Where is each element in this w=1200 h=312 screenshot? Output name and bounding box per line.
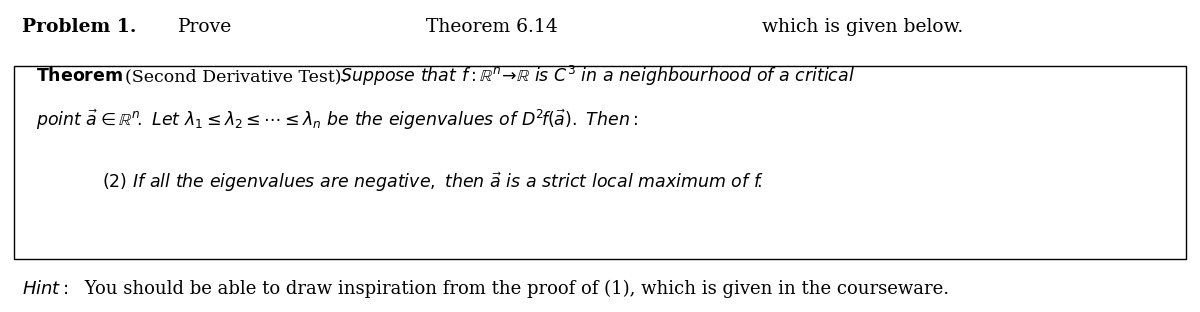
Text: which is given below.: which is given below. — [762, 17, 964, 36]
Text: Problem 1.: Problem 1. — [22, 17, 136, 36]
Text: $\it{(2)\ If\ all\ the\ eigenvalues\ are\ negative,\ then}\ \vec{a}\ \it{is\ a\ : $\it{(2)\ If\ all\ the\ eigenvalues\ are… — [102, 171, 763, 194]
Text: $\it{Suppose\ that}\ f:\mathbb{R}^n \!\to\! \mathbb{R}\ \it{is}\ C^3\ \it{in\ a\: $\it{Suppose\ that}\ f:\mathbb{R}^n \!\t… — [340, 64, 854, 89]
Text: (Second Derivative Test).: (Second Derivative Test). — [125, 68, 347, 85]
Text: Prove: Prove — [178, 17, 232, 36]
Text: $\it{point}\ \vec{a} \in \mathbb{R}^n\!\it{.\ Let}\ \lambda_1 \leq \lambda_2 \le: $\it{point}\ \vec{a} \in \mathbb{R}^n\!\… — [36, 108, 638, 132]
Text: $\mathbf{\it{Hint:}}$: $\mathbf{\it{Hint:}}$ — [22, 280, 68, 298]
Text: Theorem 6.14: Theorem 6.14 — [426, 17, 558, 36]
Text: $\mathbf{Theorem}$: $\mathbf{Theorem}$ — [36, 67, 124, 85]
Text: You should be able to draw inspiration from the proof of (1), which is given in : You should be able to draw inspiration f… — [79, 280, 949, 298]
